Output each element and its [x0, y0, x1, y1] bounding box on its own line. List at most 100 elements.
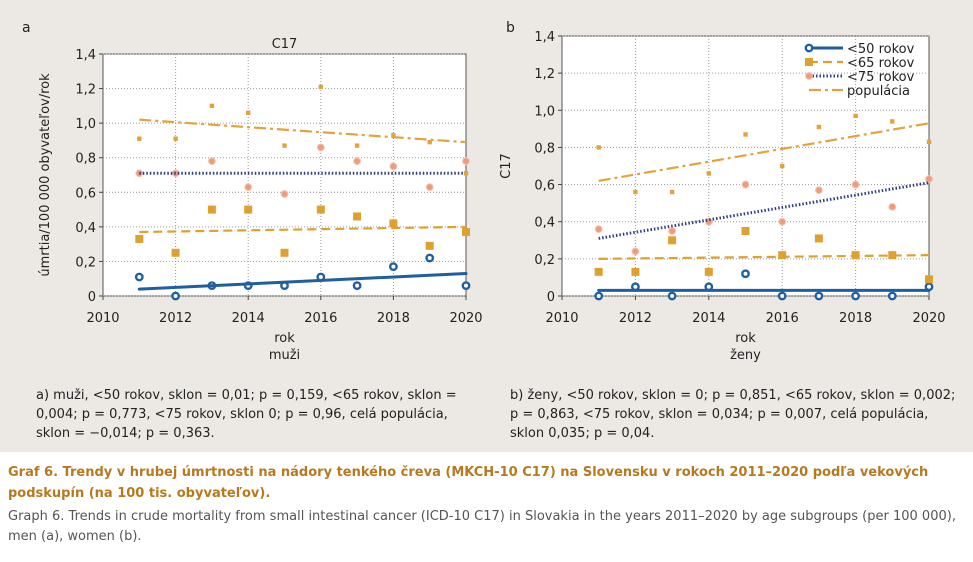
men-ytick-label-5: 1,0 — [75, 117, 96, 132]
women-series-lt65 — [594, 227, 933, 284]
men-lt75-point-2019 — [425, 183, 434, 192]
women-pop-point-2013 — [669, 189, 675, 195]
men-lt50-point-2018 — [388, 262, 398, 272]
women-xtick-label-4: 2018 — [839, 311, 872, 326]
women-lt65-point-2011 — [594, 267, 603, 276]
women-xtick-label-1: 2012 — [619, 311, 652, 326]
women-ytick-label-5: 1,0 — [534, 104, 555, 119]
women-series-pop — [596, 113, 932, 195]
women-lt65-point-2012 — [631, 267, 640, 276]
chart-men: 0 0,2 0,4 0,6 0,8 1,0 1,2 1,4 2010 2012 2014 2016 20… — [38, 37, 483, 363]
men-lt50-point-2020 — [461, 281, 471, 291]
women-lt75-point-2016 — [778, 217, 787, 226]
women-lt75-point-2017 — [815, 186, 823, 195]
men-lt75-point-2017 — [353, 157, 362, 166]
women-pop-trend-line — [598, 122, 930, 182]
men-plot-area — [102, 53, 467, 297]
men-series-lt50 — [134, 253, 471, 301]
panel-b: b 0 0,2 0,4 0,6 0,8 1,0 1,2 1,4 2010 2012 2014 2016… — [488, 0, 973, 452]
women-series-lt75 — [594, 175, 933, 256]
men-x-axis-label: rok — [274, 331, 295, 346]
panel-a-description: a) muži, <50 rokov, sklon = 0,01; p = 0,… — [36, 388, 457, 441]
women-ytick-label-3: 0,6 — [534, 179, 555, 194]
men-lt65-point-2014 — [244, 205, 253, 214]
men-series-lt75 — [135, 143, 470, 198]
caption-english: Graph 6. Trends in crude mortality from … — [8, 509, 956, 544]
women-lt50-point-2017 — [814, 291, 824, 301]
men-lt65-point-2012 — [171, 248, 180, 257]
men-lt75-point-2016 — [316, 143, 325, 152]
men-ytick-label-1: 0,2 — [75, 255, 96, 270]
women-lt65-point-2020 — [925, 275, 933, 284]
women-lt50-point-2013 — [667, 291, 677, 301]
men-lt65-point-2013 — [207, 205, 216, 214]
women-lt50-point-2016 — [777, 291, 787, 301]
women-plot-area — [561, 35, 930, 297]
men-series-pop — [137, 84, 469, 176]
women-xtick-label-0: 2010 — [545, 311, 578, 326]
women-legend-marker-lt65 — [805, 58, 813, 66]
women-pop-point-2018 — [853, 113, 858, 119]
women-lt65-point-2014 — [704, 267, 713, 276]
men-lt75-point-2018 — [389, 162, 398, 171]
women-lt65-point-2013 — [668, 236, 677, 245]
men-pop-point-2011 — [137, 136, 142, 141]
panel-letter-b: b — [506, 20, 515, 36]
women-lt75-point-2020 — [925, 175, 933, 183]
women-ytick-label-2: 0,4 — [534, 216, 555, 231]
women-y-axis-label: C17 — [499, 153, 514, 179]
women-lt75-point-2013 — [668, 227, 677, 235]
men-pop-trend-line — [139, 118, 467, 144]
women-lt65-point-2016 — [778, 251, 787, 260]
men-ytick-label-3: 0,6 — [75, 186, 96, 201]
women-lt65-point-2017 — [814, 234, 823, 243]
panel-letter-a: a — [22, 20, 31, 36]
men-xtick-label-0: 2010 — [86, 311, 119, 326]
men-pop-point-2018 — [391, 133, 396, 138]
women-lt50-point-2015 — [741, 269, 750, 279]
men-lt65-point-2017 — [353, 212, 362, 221]
men-lt65-trend-line — [139, 225, 467, 234]
women-legend-marker-lt50 — [804, 43, 814, 53]
women-lt75-point-2012 — [631, 247, 640, 256]
women-pop-point-2016 — [780, 163, 785, 169]
men-xtick-label-3: 2016 — [304, 311, 337, 326]
women-pop-point-2014 — [706, 171, 711, 176]
women-lt50-point-2019 — [887, 291, 897, 301]
men-lt50-point-2011 — [134, 272, 144, 282]
women-pop-point-2011 — [596, 145, 601, 150]
women-lt50-point-2018 — [851, 291, 860, 301]
men-lt65-point-2016 — [316, 205, 325, 214]
men-lt75-point-2013 — [208, 157, 216, 166]
panel-b-description: b) ženy, <50 rokov, sklon = 0; p = 0,851… — [510, 388, 956, 441]
women-lt65-point-2015 — [741, 227, 750, 235]
men-pop-point-2014 — [246, 110, 251, 115]
women-pop-point-2017 — [816, 124, 822, 130]
women-pop-point-2012 — [633, 189, 638, 195]
men-xtick-label-2: 2014 — [232, 311, 265, 326]
women-ytick-label-1: 0,2 — [534, 253, 555, 268]
men-lt65-point-2011 — [135, 234, 144, 243]
men-pop-point-2016 — [318, 84, 323, 90]
men-ytick-label-0: 0 — [88, 290, 96, 305]
men-lt65-point-2019 — [425, 241, 434, 250]
men-lt50-point-2012 — [171, 291, 181, 301]
men-lt50-trend-line — [137, 272, 468, 291]
men-ytick-label-4: 0,8 — [75, 152, 96, 167]
men-lt65-point-2020 — [462, 228, 470, 237]
men-lt65-point-2015 — [280, 248, 289, 257]
men-pop-point-2019 — [427, 139, 432, 145]
women-pop-point-2020 — [926, 139, 932, 145]
women-x-axis-sublabel: ženy — [730, 348, 761, 363]
women-pop-point-2019 — [890, 119, 895, 124]
women-xtick-label-2: 2014 — [692, 311, 725, 326]
women-lt50-point-2011 — [594, 291, 604, 301]
men-lt50-point-2017 — [352, 281, 362, 291]
men-lt50-point-2019 — [425, 253, 435, 263]
women-lt75-point-2019 — [888, 202, 897, 211]
men-ytick-label-6: 1,2 — [75, 83, 96, 98]
women-legend-label-pop: populácia — [847, 84, 910, 99]
caption-title: Graf 6. Trendy v hrubej úmrtnosti na nád… — [8, 465, 929, 501]
women-series-lt50 — [594, 269, 934, 301]
